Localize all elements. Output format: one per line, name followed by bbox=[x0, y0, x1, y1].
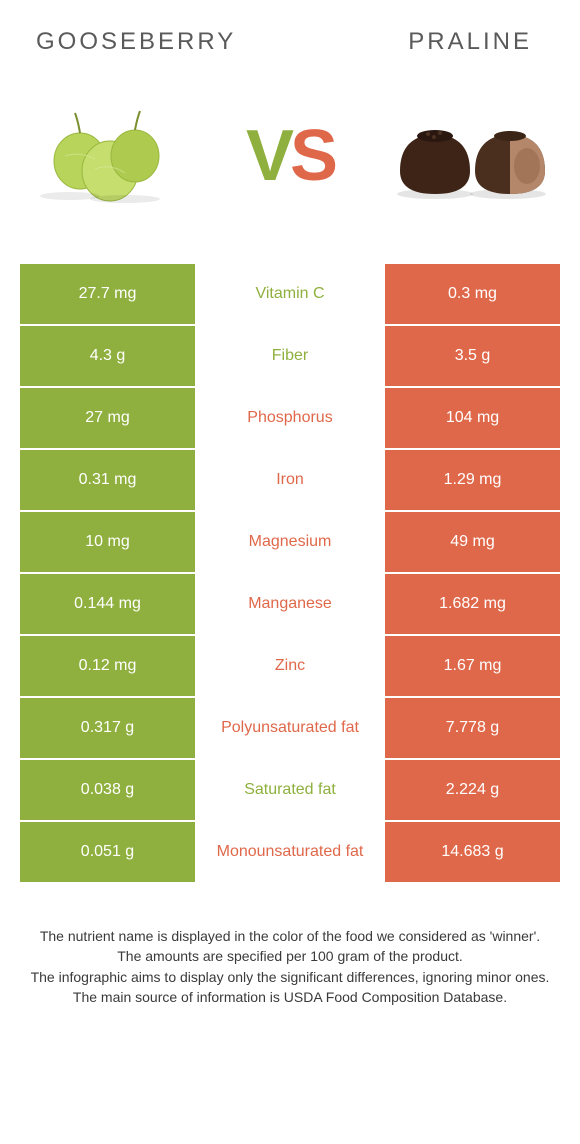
footer-line-2: The amounts are specified per 100 gram o… bbox=[30, 946, 550, 966]
left-value: 0.31 mg bbox=[20, 450, 195, 510]
right-value: 104 mg bbox=[385, 388, 560, 448]
praline-image bbox=[390, 96, 550, 216]
vs-row: V S bbox=[0, 56, 580, 246]
header: GOOSEBERRY PRALINE bbox=[0, 0, 580, 56]
vs-label: V S bbox=[246, 115, 334, 197]
left-value: 27.7 mg bbox=[20, 264, 195, 324]
left-value: 10 mg bbox=[20, 512, 195, 572]
left-value: 0.144 mg bbox=[20, 574, 195, 634]
left-food-title: GOOSEBERRY bbox=[36, 28, 236, 56]
nutrient-name: Fiber bbox=[195, 326, 385, 386]
comparison-table: 27.7 mgVitamin C0.3 mg4.3 gFiber3.5 g27 … bbox=[20, 264, 560, 882]
table-row: 0.317 gPolyunsaturated fat7.778 g bbox=[20, 698, 560, 758]
right-value: 2.224 g bbox=[385, 760, 560, 820]
right-value: 49 mg bbox=[385, 512, 560, 572]
right-value: 1.682 mg bbox=[385, 574, 560, 634]
footer-line-1: The nutrient name is displayed in the co… bbox=[30, 926, 550, 946]
right-value: 3.5 g bbox=[385, 326, 560, 386]
nutrient-name: Polyunsaturated fat bbox=[195, 698, 385, 758]
vs-s-letter: S bbox=[290, 115, 334, 197]
table-row: 4.3 gFiber3.5 g bbox=[20, 326, 560, 386]
nutrient-name: Zinc bbox=[195, 636, 385, 696]
nutrient-name: Saturated fat bbox=[195, 760, 385, 820]
table-row: 0.144 mgManganese1.682 mg bbox=[20, 574, 560, 634]
table-row: 10 mgMagnesium49 mg bbox=[20, 512, 560, 572]
vs-v-letter: V bbox=[246, 115, 290, 197]
right-value: 7.778 g bbox=[385, 698, 560, 758]
gooseberry-image bbox=[30, 96, 190, 216]
right-value: 0.3 mg bbox=[385, 264, 560, 324]
nutrient-name: Phosphorus bbox=[195, 388, 385, 448]
left-value: 0.051 g bbox=[20, 822, 195, 882]
nutrient-name: Monounsaturated fat bbox=[195, 822, 385, 882]
footer-line-4: The main source of information is USDA F… bbox=[30, 987, 550, 1007]
nutrient-name: Magnesium bbox=[195, 512, 385, 572]
nutrient-name: Manganese bbox=[195, 574, 385, 634]
left-value: 4.3 g bbox=[20, 326, 195, 386]
right-value: 14.683 g bbox=[385, 822, 560, 882]
footer-notes: The nutrient name is displayed in the co… bbox=[0, 884, 580, 1007]
table-row: 0.051 gMonounsaturated fat14.683 g bbox=[20, 822, 560, 882]
left-value: 0.317 g bbox=[20, 698, 195, 758]
left-value: 27 mg bbox=[20, 388, 195, 448]
left-value: 0.12 mg bbox=[20, 636, 195, 696]
right-value: 1.67 mg bbox=[385, 636, 560, 696]
table-row: 0.12 mgZinc1.67 mg bbox=[20, 636, 560, 696]
left-value: 0.038 g bbox=[20, 760, 195, 820]
right-value: 1.29 mg bbox=[385, 450, 560, 510]
nutrient-name: Vitamin C bbox=[195, 264, 385, 324]
footer-line-3: The infographic aims to display only the… bbox=[30, 967, 550, 987]
table-row: 0.31 mgIron1.29 mg bbox=[20, 450, 560, 510]
right-food-title: PRALINE bbox=[408, 28, 532, 56]
nutrient-name: Iron bbox=[195, 450, 385, 510]
table-row: 27.7 mgVitamin C0.3 mg bbox=[20, 264, 560, 324]
table-row: 27 mgPhosphorus104 mg bbox=[20, 388, 560, 448]
table-row: 0.038 gSaturated fat2.224 g bbox=[20, 760, 560, 820]
